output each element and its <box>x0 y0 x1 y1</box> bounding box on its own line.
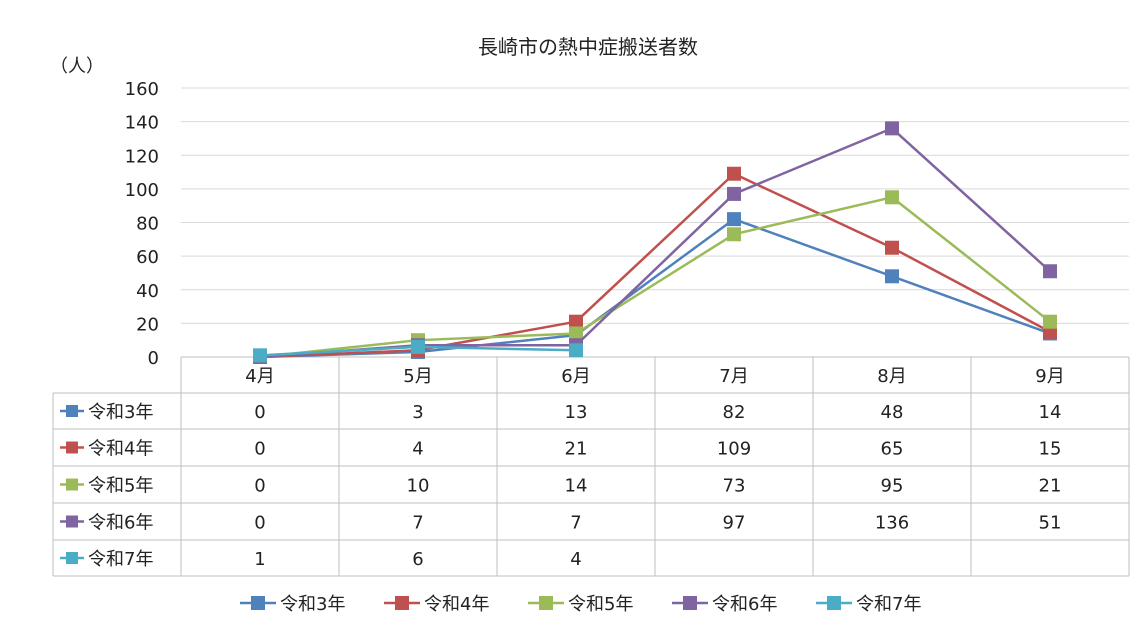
data-point-marker <box>1043 314 1057 329</box>
legend-label: 令和6年 <box>712 594 777 615</box>
legend: 令和3年 令和4年 令和5年 令和6年 令和7年 <box>240 594 921 615</box>
x-category-label: 7月 <box>719 366 748 387</box>
gridlines <box>181 87 1129 358</box>
data-point-marker <box>727 227 741 242</box>
table-cell: 0 <box>254 513 265 534</box>
y-tick-label: 40 <box>136 281 159 302</box>
legend-item: 令和6年 <box>672 594 777 615</box>
table-cell: 4 <box>570 549 581 570</box>
table-cell: 1 <box>254 549 265 570</box>
y-tick-label: 60 <box>136 247 159 268</box>
legend-label: 令和5年 <box>568 594 633 615</box>
table-cell: 97 <box>723 513 746 534</box>
table-cell: 14 <box>565 476 588 497</box>
legend-item: 令和3年 <box>240 594 345 615</box>
x-category-label: 4月 <box>245 366 274 387</box>
table-cell: 15 <box>1039 439 1062 460</box>
series-line <box>259 217 1051 359</box>
x-category-label: 6月 <box>561 366 590 387</box>
table-cell: 7 <box>412 513 423 534</box>
series-line <box>259 196 1051 359</box>
data-point-marker <box>253 348 267 363</box>
y-tick-label: 160 <box>125 79 159 100</box>
series-line <box>259 172 1051 359</box>
table-cell: 3 <box>412 402 423 423</box>
data-point-marker <box>727 186 741 201</box>
series-4 <box>253 121 1057 364</box>
table-cell: 48 <box>881 402 904 423</box>
table-cell: 73 <box>723 476 746 497</box>
table-row-label: 令和5年 <box>88 476 153 497</box>
table-cell: 21 <box>565 439 588 460</box>
data-point-marker <box>1043 264 1057 279</box>
data-point-marker <box>727 166 741 181</box>
series-5 <box>253 339 583 363</box>
table-cell: 82 <box>723 402 746 423</box>
table-cell: 0 <box>254 476 265 497</box>
legend-key-marker <box>539 596 553 610</box>
table-legend-key-marker <box>66 478 78 491</box>
x-category-label: 5月 <box>403 366 432 387</box>
legend-label: 令和7年 <box>856 594 921 615</box>
legend-item: 令和5年 <box>528 594 633 615</box>
table-row-label: 令和6年 <box>88 513 153 534</box>
table-cell: 0 <box>254 402 265 423</box>
y-axis-ticks: 0 20 40 60 80 100 120 140 160 <box>125 79 159 369</box>
series-2 <box>253 166 1057 364</box>
table-cell: 109 <box>717 439 751 460</box>
table-cell: 51 <box>1039 513 1062 534</box>
y-tick-label: 140 <box>125 113 159 134</box>
legend-item: 令和7年 <box>816 594 921 615</box>
table-row-label: 令和7年 <box>88 549 153 570</box>
data-point-marker <box>569 343 583 358</box>
table-cell: 6 <box>412 549 423 570</box>
legend-label: 令和4年 <box>424 594 489 615</box>
table-cell: 21 <box>1039 476 1062 497</box>
table-cell: 0 <box>254 439 265 460</box>
x-category-label: 8月 <box>877 366 906 387</box>
legend-key-marker <box>683 596 697 610</box>
data-point-marker <box>885 121 899 136</box>
table-legend-key-marker <box>66 515 78 528</box>
table-legend-key-marker <box>66 405 78 417</box>
y-tick-label: 80 <box>136 214 159 235</box>
table-cell: 7 <box>570 513 581 534</box>
data-point-marker <box>569 314 583 329</box>
y-tick-label: 0 <box>148 348 159 369</box>
table-legend-key-marker <box>66 441 78 454</box>
table-cell: 13 <box>565 402 588 423</box>
table-cell: 14 <box>1039 402 1062 423</box>
data-point-marker <box>885 190 899 205</box>
series-1 <box>253 212 1057 364</box>
data-point-marker <box>411 339 425 354</box>
legend-key-marker <box>251 596 265 610</box>
y-tick-label: 20 <box>136 314 159 335</box>
legend-key-marker <box>827 596 841 610</box>
legend-item: 令和4年 <box>384 594 489 615</box>
x-category-label: 9月 <box>1035 366 1064 387</box>
table-cell: 136 <box>875 513 909 534</box>
y-tick-label: 120 <box>125 146 159 167</box>
legend-key-marker <box>395 596 409 610</box>
table-legend-key-marker <box>66 552 78 564</box>
table-cell: 10 <box>407 476 430 497</box>
series-lines <box>253 121 1057 364</box>
table-cell: 65 <box>881 439 904 460</box>
data-point-marker <box>885 240 899 255</box>
table-cell: 95 <box>881 476 904 497</box>
table-row-label: 令和4年 <box>88 439 153 460</box>
data-point-marker <box>885 269 899 284</box>
table-cell: 4 <box>412 439 423 460</box>
legend-label: 令和3年 <box>280 594 345 615</box>
table-row-label: 令和3年 <box>88 402 153 423</box>
y-axis-unit-label: （人） <box>50 56 104 77</box>
y-tick-label: 100 <box>125 180 159 201</box>
series-line <box>259 127 1051 359</box>
chart-title: 長崎市の熱中症搬送者数 <box>478 35 698 59</box>
data-point-marker <box>569 326 583 341</box>
data-point-marker <box>727 212 741 227</box>
